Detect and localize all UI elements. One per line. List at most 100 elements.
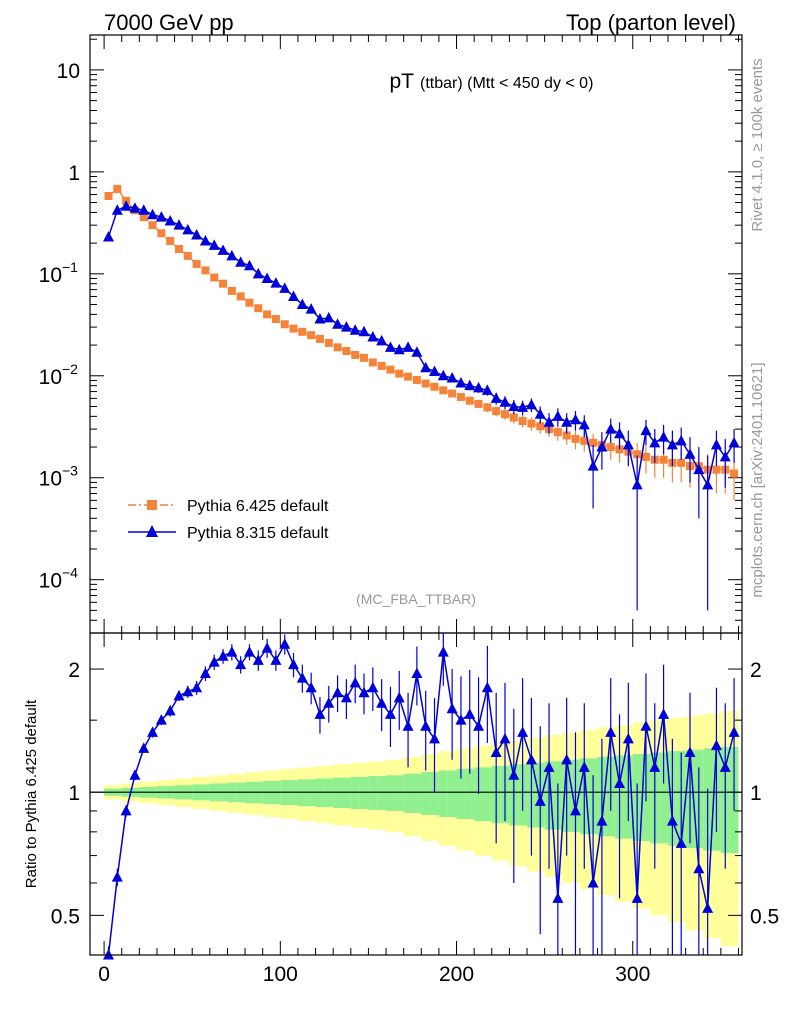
data-point bbox=[192, 259, 201, 268]
band-inner-segment bbox=[403, 773, 413, 813]
ratio-data-point bbox=[111, 871, 123, 882]
data-point bbox=[543, 416, 555, 427]
data-point bbox=[279, 282, 291, 293]
data-point bbox=[710, 438, 722, 450]
ratio-data-point bbox=[631, 892, 643, 903]
data-point bbox=[226, 249, 238, 261]
data-point bbox=[245, 298, 254, 307]
data-point bbox=[641, 452, 650, 461]
ratio-data-point bbox=[296, 672, 308, 683]
data-point bbox=[174, 245, 183, 254]
data-point bbox=[483, 403, 492, 412]
data-point bbox=[252, 267, 264, 279]
ratio-data-point bbox=[288, 658, 300, 670]
data-point bbox=[155, 211, 167, 222]
band-inner-segment bbox=[421, 772, 431, 815]
analysis-tag: (MC_FBA_TTBAR) bbox=[356, 591, 476, 607]
ratio-data-point bbox=[499, 732, 511, 744]
data-point bbox=[111, 204, 123, 215]
data-point bbox=[578, 418, 590, 430]
y-tick-label: 10 bbox=[39, 570, 62, 593]
data-point bbox=[289, 324, 298, 333]
data-point bbox=[411, 346, 423, 357]
data-point bbox=[315, 334, 324, 343]
data-point bbox=[728, 436, 740, 448]
ratio-data-point bbox=[728, 726, 740, 737]
data-point bbox=[270, 277, 282, 288]
legend-label-pythia6: Pythia 6.425 default bbox=[187, 498, 329, 515]
data-point bbox=[367, 331, 379, 342]
data-point bbox=[481, 384, 493, 395]
ratio-data-point bbox=[155, 714, 167, 725]
band-inner-segment bbox=[465, 768, 475, 820]
data-point bbox=[324, 338, 333, 347]
ratio-ylabel: Ratio to Pythia 6.425 default bbox=[23, 699, 40, 888]
data-point bbox=[464, 379, 476, 391]
data-point bbox=[148, 221, 157, 230]
data-point bbox=[596, 441, 608, 452]
ratio-data-point bbox=[614, 777, 626, 789]
ratio-data-point bbox=[384, 708, 396, 719]
data-point bbox=[393, 343, 405, 355]
rivet-label: Rivet 4.1.0, ≥ 100k events bbox=[749, 58, 766, 231]
ratio-uncertainty-band bbox=[104, 710, 739, 947]
band-inner-segment bbox=[430, 772, 439, 815]
ratio-y-tick-label: 2 bbox=[68, 659, 80, 682]
data-point bbox=[420, 361, 432, 373]
data-point bbox=[534, 408, 546, 419]
ratio-data-point bbox=[173, 689, 185, 701]
data-point bbox=[430, 382, 439, 391]
ratio-data-point bbox=[640, 720, 652, 731]
data-point bbox=[305, 303, 317, 314]
data-point bbox=[518, 417, 527, 426]
data-point bbox=[677, 458, 686, 467]
ratio-data-point bbox=[490, 746, 502, 758]
data-point bbox=[157, 229, 166, 238]
data-point bbox=[719, 450, 731, 462]
ratio-data-point bbox=[376, 697, 388, 708]
data-point bbox=[166, 236, 175, 245]
ratio-y-tick-label: 0.5 bbox=[51, 905, 80, 928]
data-point bbox=[104, 191, 113, 200]
data-point bbox=[446, 372, 458, 383]
data-point bbox=[349, 324, 361, 335]
data-point bbox=[288, 290, 300, 301]
ratio-data-point bbox=[437, 646, 449, 657]
ratio-data-point bbox=[702, 902, 714, 913]
ratio-data-point bbox=[182, 685, 194, 697]
data-point bbox=[622, 438, 634, 450]
ratio-data-point bbox=[684, 746, 696, 758]
x-tick-label: 200 bbox=[439, 963, 474, 986]
ratio-data-point bbox=[561, 753, 573, 765]
ratio-data-point bbox=[261, 642, 273, 653]
data-point bbox=[730, 469, 739, 478]
data-point bbox=[553, 428, 562, 437]
ratio-data-point bbox=[552, 892, 564, 903]
data-point bbox=[129, 202, 141, 213]
ratio-data-point bbox=[367, 681, 379, 693]
data-point bbox=[561, 416, 573, 427]
data-point bbox=[113, 184, 122, 193]
band-inner-segment bbox=[659, 752, 668, 844]
ratio-data-point bbox=[305, 681, 317, 693]
y-tick-label: 10 bbox=[39, 468, 62, 491]
band-inner-segment bbox=[368, 776, 378, 810]
data-point bbox=[606, 443, 615, 452]
y-tick-exponent: −2 bbox=[62, 361, 78, 377]
data-point bbox=[360, 353, 369, 362]
data-point bbox=[404, 372, 413, 381]
data-point bbox=[340, 321, 352, 332]
data-point bbox=[684, 448, 696, 459]
data-point bbox=[474, 399, 483, 408]
data-point bbox=[527, 419, 536, 428]
band-inner-segment bbox=[386, 775, 395, 811]
data-point bbox=[139, 213, 148, 222]
data-point bbox=[659, 455, 668, 464]
data-point bbox=[219, 279, 228, 288]
ratio-data-point bbox=[596, 815, 608, 826]
data-point bbox=[421, 379, 430, 388]
data-point bbox=[536, 422, 545, 431]
ratio-data-point bbox=[710, 739, 722, 751]
data-point bbox=[377, 361, 386, 370]
